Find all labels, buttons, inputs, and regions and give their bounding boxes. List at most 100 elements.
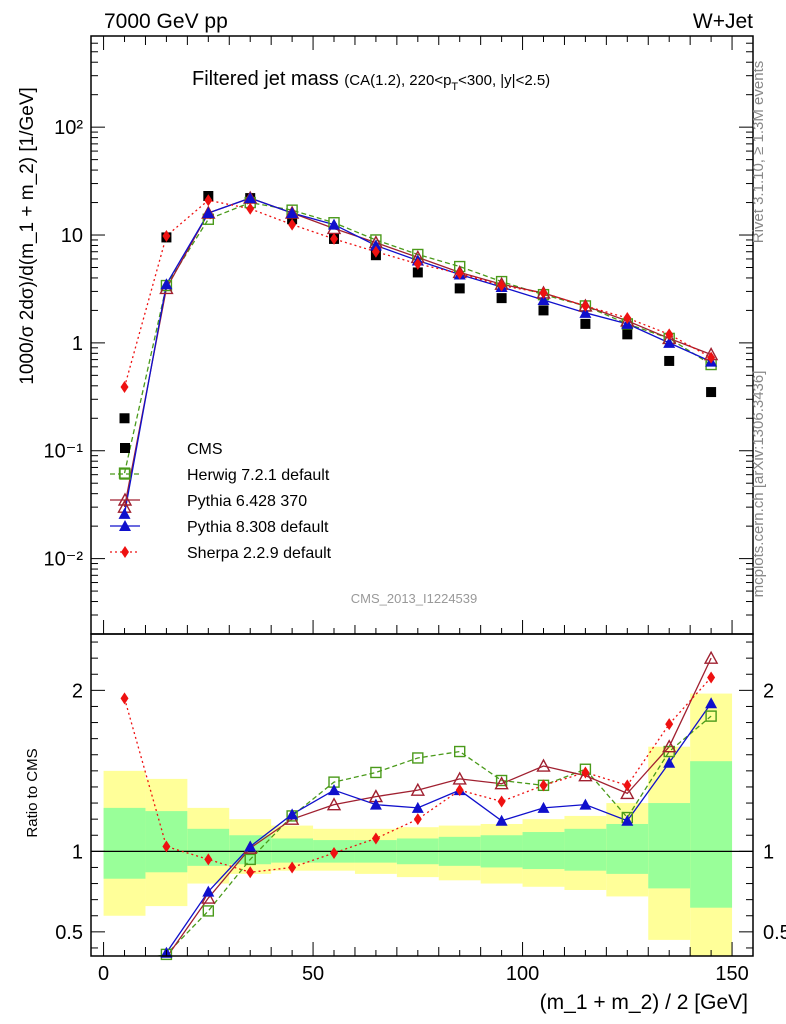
xtick-label: 100 [506, 963, 539, 985]
ratio-data-point [202, 885, 215, 897]
main-data-point [706, 387, 717, 398]
main-data-point [162, 229, 171, 242]
legend-marker [119, 520, 131, 531]
ratio-data-point [536, 758, 551, 772]
xtick-label: 0 [98, 963, 109, 985]
main-data-point [244, 192, 257, 204]
axis-tick-labels: 10⁻² 10⁻¹ 1 10 10² 0 50 100 150 0.5 0.5 1 1 2 2 [44, 117, 786, 985]
ratio-ylabel: Ratio to CMS [24, 748, 41, 837]
ratio-data-point [370, 766, 382, 779]
main-data-point [579, 306, 592, 318]
main-data-point [496, 293, 507, 304]
main-data-point [622, 329, 633, 340]
main-data-point [539, 287, 548, 300]
ratio-data-point [665, 718, 674, 731]
ratio-data-point [202, 905, 215, 917]
plot-title-sub: (CA(1.2), 220<p [344, 72, 451, 89]
main-ylabel: 1000/σ 2dσ)/d(m_1 + m_2) [1/GeV] [17, 87, 38, 385]
band-inner-bin [522, 832, 565, 870]
band-inner-bin [606, 823, 649, 874]
main-data-point [413, 257, 422, 270]
ratio-plot-frame [90, 633, 754, 957]
band-inner-bin [564, 828, 607, 871]
main-data-point [581, 299, 590, 312]
main-data-point [455, 267, 464, 280]
header-right: W+Jet [693, 10, 753, 33]
ratio-data-point [581, 766, 590, 779]
legend-label: Pythia 8.308 default [187, 519, 329, 536]
main-data-point [412, 267, 423, 278]
analysis-watermark: CMS_2013_I1224539 [351, 591, 478, 606]
ratio-data-point [620, 785, 635, 800]
main-data-point [119, 413, 130, 424]
main-data-point [328, 218, 341, 230]
ratio-data-point [703, 650, 719, 664]
band-inner-bin [648, 803, 691, 889]
main-data-point [120, 380, 129, 393]
main-data-point [538, 305, 549, 316]
ratio-ytick-label-left: 1 [72, 841, 83, 863]
main-ytick-label: 10⁻² [44, 549, 84, 571]
ratio-data-point [705, 710, 717, 722]
legend-marker [117, 492, 133, 506]
ratio-data-point [707, 671, 716, 684]
legend-entry: Sherpa 2.2.9 default [110, 545, 332, 562]
main-data-point [202, 207, 215, 219]
ratio-data-point [537, 801, 550, 813]
ratio-ytick-label-left: 0.5 [55, 922, 83, 944]
main-series-line [123, 199, 712, 388]
main-ytick-label: 10² [54, 117, 83, 139]
rivet-label: Rivet 3.1.10, ≥ 1.3M events [750, 61, 767, 244]
ratio-data-point [452, 771, 467, 785]
main-data-point [580, 318, 591, 329]
plot-title-sub-rest: <300, |y|<2.5) [458, 72, 550, 89]
ratio-data-point [413, 813, 422, 826]
legend-label: Herwig 7.2.1 default [187, 467, 330, 484]
main-data-point [246, 202, 255, 215]
band-inner-bin [103, 807, 146, 879]
main-data-point [330, 232, 339, 245]
ratio-data-point [201, 890, 216, 904]
main-data-point [497, 279, 506, 292]
ratio-data-point [495, 814, 508, 826]
ratio-data-point [371, 832, 380, 845]
ratio-data-point [286, 808, 299, 820]
ratio-data-point [162, 840, 171, 853]
xlabel: (m_1 + m_2) / 2 [GeV] [540, 991, 748, 1014]
ratio-data-point [288, 861, 297, 874]
ratio-data-point [662, 739, 677, 753]
legend-entry: Herwig 7.2.1 default [110, 467, 330, 484]
ratio-data-point [663, 756, 676, 768]
plot-title: Filtered jet mass (CA(1.2), 220<pT<300, … [192, 68, 550, 93]
xtick-label: 150 [715, 963, 748, 985]
main-data-point [623, 312, 632, 325]
main-ytick-label: 10 [61, 225, 83, 247]
ratio-ytick-label-left: 2 [72, 680, 83, 702]
legend-entry: Pythia 8.308 default [110, 519, 329, 536]
legend-label: CMS [187, 441, 223, 458]
ratio-ytick-label-right: 1 [763, 841, 774, 863]
main-data-point [118, 507, 131, 519]
ratio-data-point [494, 776, 509, 790]
band-inner-bin [690, 761, 733, 908]
mcplots-label: mcplots.cern.ch [arXiv:1306.3436] [750, 371, 767, 598]
legend-entry: Pythia 6.428 370 [110, 492, 307, 510]
ratio-data-point [204, 853, 213, 866]
main-data-point [454, 283, 465, 294]
ratio-data-point [539, 779, 548, 792]
ratio-data-point [369, 798, 382, 810]
ratio-series-line [154, 715, 712, 956]
ratio-data-point [455, 784, 464, 797]
ratio-data-point [244, 853, 256, 866]
ratio-data-point [411, 801, 424, 813]
ratio-uncertainty-bands [103, 693, 733, 956]
plot-title-sub-index: T [451, 81, 458, 93]
main-series-line [123, 201, 712, 474]
ratio-data-point [330, 846, 339, 859]
ratio-data-point [410, 782, 425, 796]
ratio-data-point [497, 795, 506, 808]
series-lines [123, 197, 712, 956]
ratio-data-point [246, 866, 255, 879]
ratio-data-point [623, 779, 632, 792]
